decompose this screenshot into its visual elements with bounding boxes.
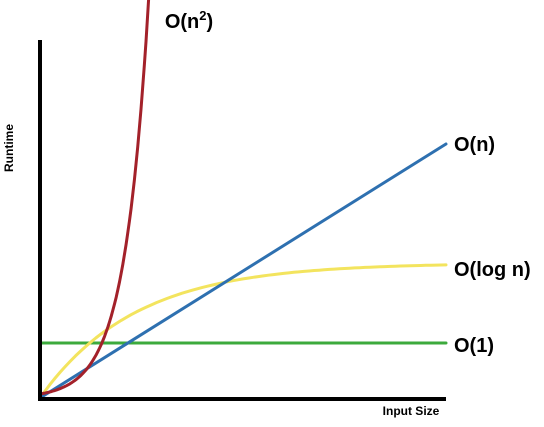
series-label-o-n-squared: O(n2) [165,8,213,33]
series-layer [38,0,448,400]
series-line-o-log-n [38,263,448,400]
series-label-o-n: O(n) [454,134,495,156]
series-line-o-n [38,142,448,400]
series-line-o-n-squared [38,0,151,396]
x-axis-title: Input Size [383,404,440,418]
series-label-o-1: O(1) [454,335,494,357]
o-n-squared-label-close: ) [207,11,214,33]
y-axis-title: Runtime [2,124,16,172]
o-n-squared-label-exponent: 2 [199,8,206,23]
o-n-squared-label-base: O(n [165,11,199,33]
series-label-o-log-n: O(log n) [454,259,531,281]
